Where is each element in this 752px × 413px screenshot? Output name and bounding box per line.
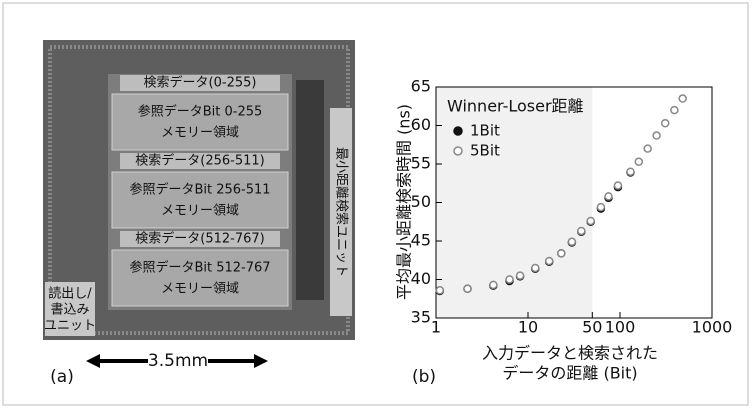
- min-unit-label: 最小距離検索ユニット: [334, 147, 349, 277]
- data-point: [627, 168, 634, 175]
- search-label: 検索データ(256-511): [135, 153, 264, 169]
- x-tick-label: 100: [605, 318, 636, 337]
- y-tick-label: 35: [411, 308, 431, 327]
- y-tick-label: 60: [411, 115, 431, 134]
- chip-photo: 最小距離検索ユニット 読出し/ 書込み ユニット 検索データ(0-255) 参照デ…: [43, 40, 355, 340]
- rw-label: 書込み: [50, 303, 89, 318]
- y-tick-label: 50: [411, 192, 431, 211]
- legend-title: Winner-Loser距離: [447, 97, 584, 116]
- x-axis-label: データの距離 (Bit): [502, 364, 637, 383]
- legend-label: 5Bit: [470, 142, 500, 160]
- data-point: [517, 272, 524, 279]
- memory-label: 参照データBit 0-255: [138, 104, 263, 120]
- data-point: [464, 285, 471, 292]
- memory-label: メモリー領域: [161, 125, 239, 141]
- data-point: [436, 287, 443, 294]
- y-tick-label: 65: [411, 77, 431, 96]
- data-point: [568, 238, 575, 245]
- legend-label: 1Bit: [470, 122, 500, 140]
- data-point: [506, 276, 513, 283]
- search-label: 検索データ(0-255): [144, 75, 257, 91]
- scale-arrow: [254, 354, 268, 368]
- search-label: 検索データ(512-767): [135, 231, 264, 247]
- data-point: [558, 250, 565, 257]
- panel-label: (a): [50, 367, 74, 387]
- data-point: [532, 264, 539, 271]
- x-tick-label: 1: [431, 318, 441, 337]
- y-tick-label: 45: [411, 231, 431, 250]
- memory-label: 参照データBit 256-511: [129, 182, 270, 198]
- data-point: [578, 227, 585, 234]
- x-axis-label: 入力データと検索された: [482, 344, 658, 363]
- y-tick-label: 55: [411, 154, 431, 173]
- scale-label: 3.5mm: [148, 351, 208, 371]
- data-point: [490, 281, 497, 288]
- memory-label: 参照データBit 512-767: [129, 260, 270, 276]
- data-point: [587, 217, 594, 224]
- data-point: [597, 204, 604, 211]
- data-point: [546, 258, 553, 265]
- chip-logic: [296, 80, 324, 300]
- data-point: [644, 145, 651, 152]
- panel-label: (b): [412, 367, 436, 387]
- memory-block: [112, 250, 288, 306]
- y-tick-label: 40: [411, 269, 431, 288]
- figure: 最小距離検索ユニット 読出し/ 書込み ユニット 検索データ(0-255) 参照デ…: [0, 0, 752, 409]
- data-point: [679, 95, 686, 102]
- x-tick-label: 10: [518, 318, 538, 337]
- x-tick-label: 1000: [692, 318, 733, 337]
- memory-block: [112, 94, 288, 150]
- data-point: [662, 120, 669, 127]
- memory-label: メモリー領域: [161, 203, 239, 219]
- data-point: [671, 107, 678, 114]
- memory-label: メモリー領域: [161, 281, 239, 297]
- x-tick-label: 50: [582, 318, 602, 337]
- data-point: [614, 182, 621, 189]
- rw-label: ユニット: [44, 319, 96, 334]
- legend-marker: [454, 147, 462, 155]
- data-point: [653, 132, 660, 139]
- scale-arrow: [86, 354, 100, 368]
- rw-label: 読出し/: [48, 286, 92, 302]
- data-point: [635, 158, 642, 165]
- shaded-region: [436, 87, 592, 318]
- data-point: [605, 193, 612, 200]
- memory-block: [112, 172, 288, 228]
- legend-marker: [454, 127, 462, 135]
